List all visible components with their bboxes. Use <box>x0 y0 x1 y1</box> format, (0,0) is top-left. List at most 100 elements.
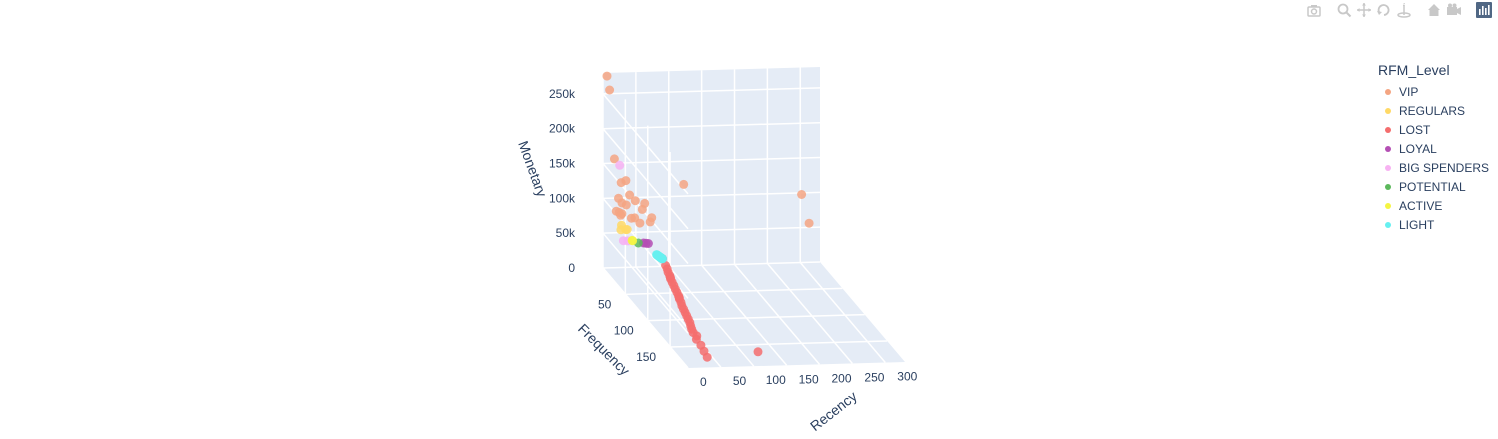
data-point <box>643 239 653 248</box>
camera-view-icon <box>1447 3 1461 15</box>
tick-label-recency: 250 <box>864 370 884 384</box>
data-point <box>637 204 647 214</box>
zoom-button[interactable] <box>1336 2 1352 18</box>
data-point <box>626 213 636 223</box>
turntable-icon: z <box>1397 2 1411 18</box>
data-point <box>622 225 632 234</box>
gridline-recency <box>766 262 853 364</box>
legend-marker-icon <box>1385 202 1391 209</box>
legend-marker-icon <box>1385 145 1391 152</box>
svg-text:z: z <box>1403 2 1406 8</box>
gridline-monetary <box>602 163 689 265</box>
plotly-logo-button[interactable] <box>1476 2 1492 18</box>
home-button[interactable] <box>1426 2 1442 18</box>
legend-label: VIP <box>1399 84 1419 99</box>
modebar-group <box>1304 0 1324 20</box>
legend-marker-icon <box>1385 221 1391 228</box>
data-point <box>616 210 626 220</box>
legend-item[interactable]: BIG SPENDERS <box>1378 158 1490 177</box>
data-point <box>625 190 635 200</box>
legend-label: LOST <box>1399 122 1431 137</box>
data-point <box>804 218 814 228</box>
tick-label-monetary: 50k <box>556 226 576 240</box>
data-point <box>654 251 664 261</box>
legend-label: LIGHT <box>1399 217 1435 232</box>
tick-label-frequency: 50 <box>598 297 612 311</box>
legend-marker-icon <box>1385 126 1391 133</box>
camera-button[interactable] <box>1306 2 1322 18</box>
zoom-icon <box>1337 3 1352 18</box>
legend-label: BIG SPENDERS <box>1399 160 1490 175</box>
gridline-monetary <box>602 267 689 369</box>
gridline-monetary <box>602 156 821 165</box>
data-point <box>692 331 702 341</box>
tick-label-recency: 100 <box>766 373 786 387</box>
legend-marker-icon <box>1385 88 1391 95</box>
tick-label-recency: 200 <box>832 371 852 385</box>
data-point <box>645 217 655 227</box>
legend-item[interactable]: LOST <box>1378 120 1490 139</box>
gridline-monetary <box>602 87 821 95</box>
data-point <box>605 85 615 95</box>
data-point <box>679 179 689 189</box>
legend-item[interactable]: VIP <box>1378 82 1490 101</box>
axis-label-monetary: Monetary <box>515 139 550 199</box>
orbit-icon <box>1377 4 1390 16</box>
data-point <box>662 264 672 274</box>
legend-label: REGULARS <box>1399 103 1466 118</box>
data-point <box>674 293 684 303</box>
data-point <box>609 154 619 164</box>
orbit-button[interactable] <box>1376 2 1392 18</box>
tick-label-monetary: 250k <box>549 87 576 101</box>
camera-view-button[interactable] <box>1446 2 1462 18</box>
legend-marker-icon <box>1385 183 1391 190</box>
gridline-monetary <box>602 93 689 195</box>
plotly-logo-icon <box>1476 2 1492 18</box>
legend-label: LOYAL <box>1399 141 1437 156</box>
gridline-recency <box>733 263 821 365</box>
legend-marker-icon <box>1385 164 1391 171</box>
data-point <box>670 284 680 294</box>
tick-label-recency: 300 <box>897 370 917 384</box>
scene-tick-labels: 0 50 100 150 200 250 30050100150050k100k150k20… <box>549 87 918 389</box>
legend-item[interactable]: REGULARS <box>1378 101 1490 120</box>
tick-label-recency: 0 <box>700 375 707 389</box>
tick-label-frequency: 150 <box>636 350 656 364</box>
tick-label-monetary: 100k <box>549 191 576 205</box>
data-point <box>615 160 625 170</box>
pan-button[interactable] <box>1356 2 1372 18</box>
pan-icon <box>1357 3 1371 17</box>
legend-title: RFM_Level <box>1378 62 1450 78</box>
gridline-recency <box>701 264 788 366</box>
legend-item[interactable]: ACTIVE <box>1378 196 1490 215</box>
legend-marker-icon <box>1385 107 1391 114</box>
data-point <box>635 218 645 228</box>
legend-item[interactable]: POTENTIAL <box>1378 177 1490 196</box>
gridline-monetary <box>602 128 689 230</box>
legend-item[interactable]: LIGHT <box>1378 215 1490 234</box>
scatter-points <box>602 71 814 362</box>
data-point <box>797 190 807 199</box>
gridline-monetary <box>602 261 821 269</box>
data-point <box>627 235 637 245</box>
tick-label-frequency: 100 <box>614 324 634 338</box>
gridline-monetary <box>602 121 821 130</box>
turntable-button[interactable]: z <box>1396 2 1412 18</box>
data-point <box>621 200 631 210</box>
gridline-recency <box>668 265 755 367</box>
tick-label-recency: 150 <box>799 372 819 386</box>
data-point <box>687 324 697 334</box>
gridline-frequency <box>670 340 888 348</box>
data-point <box>682 311 692 321</box>
legend-item[interactable]: LOYAL <box>1378 139 1490 158</box>
data-point <box>665 273 675 282</box>
gridline-frequency <box>625 287 843 296</box>
axis-label-recency: Recency <box>807 388 860 434</box>
modebar-group <box>1474 0 1494 20</box>
modebar: z <box>1294 0 1494 20</box>
legend-label: POTENTIAL <box>1399 179 1466 194</box>
tick-label-recency: 50 <box>733 374 747 388</box>
home-icon <box>1428 4 1440 16</box>
tick-label-monetary: 200k <box>549 122 576 136</box>
